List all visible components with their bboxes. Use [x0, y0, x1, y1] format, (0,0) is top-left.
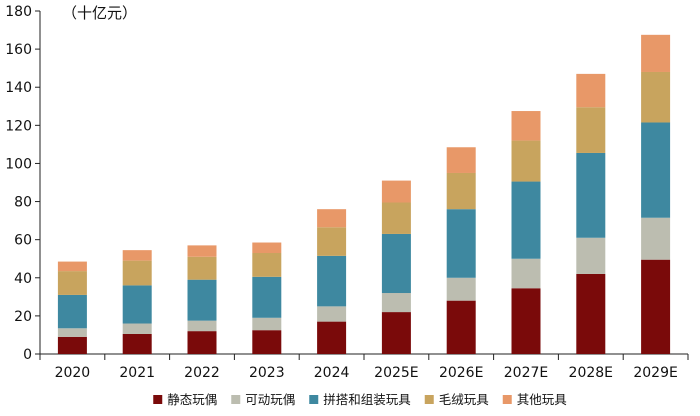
bar-segment-1 — [252, 330, 282, 354]
bar-segment-4 — [511, 140, 541, 182]
bar-segment-5 — [511, 111, 541, 141]
bar-segment-5 — [187, 245, 217, 257]
legend-label: 可动玩偶 — [245, 392, 295, 407]
bar-segment-3 — [641, 122, 671, 218]
unit-label: （十亿元） — [62, 4, 137, 22]
bar-segment-5 — [446, 147, 476, 173]
y-tick-label: 80 — [14, 195, 32, 211]
x-tick-label: 2025E — [374, 365, 418, 381]
bar-segment-1 — [381, 312, 411, 354]
bar-segment-2 — [446, 277, 476, 301]
bar-segment-5 — [57, 261, 87, 272]
y-tick-label: 60 — [14, 233, 32, 249]
bar-segment-5 — [122, 250, 152, 261]
bars — [57, 34, 671, 354]
bar-segment-1 — [511, 288, 541, 354]
x-tick-label: 2029E — [633, 365, 677, 381]
x-tick-label: 2026E — [439, 365, 483, 381]
bar-segment-2 — [252, 317, 282, 331]
bar-segment-4 — [187, 256, 217, 280]
bar-segment-3 — [381, 233, 411, 294]
bar-segment-4 — [381, 202, 411, 234]
legend-label: 其他玩具 — [517, 392, 568, 407]
x-tick-label: 2021 — [119, 365, 155, 381]
bar-segment-2 — [122, 323, 152, 334]
bar-segment-1 — [317, 321, 347, 354]
bar-segment-2 — [576, 237, 606, 274]
legend-swatch — [231, 395, 241, 404]
bar-segment-5 — [252, 242, 282, 253]
bar-segment-1 — [446, 300, 476, 354]
bar-segment-3 — [446, 209, 476, 278]
legend-swatch — [309, 395, 319, 404]
bar-segment-3 — [511, 181, 541, 259]
y-tick-label: 140 — [5, 80, 32, 96]
bar-segment-5 — [317, 209, 347, 228]
bar-segment-1 — [57, 336, 87, 354]
legend-swatch — [424, 395, 434, 404]
bar-segment-2 — [317, 306, 347, 322]
y-tick-label: 100 — [5, 156, 32, 172]
y-tick-label: 20 — [14, 309, 32, 325]
bar-segment-2 — [511, 258, 541, 289]
legend-swatch — [502, 395, 512, 404]
bar-segment-4 — [446, 172, 476, 210]
x-tick-label: 2024 — [314, 365, 350, 381]
bar-segment-5 — [381, 180, 411, 203]
bar-segment-2 — [381, 293, 411, 313]
bar-segment-3 — [576, 152, 606, 238]
bar-segment-1 — [641, 259, 671, 354]
bar-segment-3 — [57, 294, 87, 329]
bar-segment-4 — [122, 260, 152, 286]
legend-label: 毛绒玩具 — [439, 392, 490, 407]
bar-segment-4 — [576, 107, 606, 153]
bar-segment-4 — [317, 227, 347, 256]
bar-segment-1 — [576, 273, 606, 354]
legend-swatch — [153, 395, 163, 404]
bar-segment-3 — [252, 276, 282, 318]
y-tick-label: 180 — [5, 4, 32, 20]
x-axis: 2020 2021 2022 2023 2024 2025E 2026E 2027E 2028E… — [39, 353, 689, 381]
bar-segment-3 — [122, 285, 152, 324]
bar-segment-2 — [57, 328, 87, 337]
bar-segment-2 — [187, 320, 217, 332]
x-tick-label: 2028E — [569, 365, 613, 381]
x-tick-label: 2022 — [184, 365, 220, 381]
y-tick-label: 0 — [23, 347, 32, 363]
legend-label: 拼搭和组装玩具 — [323, 392, 411, 407]
y-tick-label: 120 — [5, 118, 32, 134]
y-axis: 0 20 40 60 80 100 120 140 160 180 — [5, 4, 41, 363]
bar-segment-1 — [122, 333, 152, 354]
bar-segment-3 — [187, 279, 217, 321]
legend-label: 静态玩偶 — [167, 392, 217, 407]
bar-segment-3 — [317, 255, 347, 307]
legend: 静态玩偶 可动玩偶 拼搭和组装玩具 毛绒玩具 其他玩具 — [153, 392, 567, 407]
bar-segment-5 — [576, 73, 606, 108]
x-tick-label: 2023 — [249, 365, 285, 381]
y-tick-label: 40 — [14, 271, 32, 287]
x-tick-label: 2020 — [55, 365, 91, 381]
bar-segment-4 — [252, 253, 282, 277]
bar-segment-4 — [641, 71, 671, 123]
bar-segment-5 — [641, 34, 671, 72]
bar-segment-2 — [641, 217, 671, 260]
bar-segment-1 — [187, 331, 217, 354]
x-tick-label: 2027E — [504, 365, 548, 381]
y-tick-label: 160 — [5, 42, 32, 58]
bar-segment-4 — [57, 271, 87, 295]
